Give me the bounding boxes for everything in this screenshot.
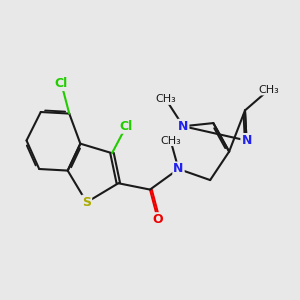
Text: N: N bbox=[178, 120, 188, 133]
Text: Cl: Cl bbox=[55, 77, 68, 90]
Text: CH₃: CH₃ bbox=[155, 94, 176, 104]
Text: S: S bbox=[82, 196, 91, 209]
Text: N: N bbox=[173, 163, 184, 176]
Text: CH₃: CH₃ bbox=[160, 136, 181, 146]
Text: CH₃: CH₃ bbox=[258, 85, 279, 95]
Text: Cl: Cl bbox=[120, 120, 133, 133]
Text: O: O bbox=[153, 213, 163, 226]
Text: N: N bbox=[242, 134, 252, 147]
